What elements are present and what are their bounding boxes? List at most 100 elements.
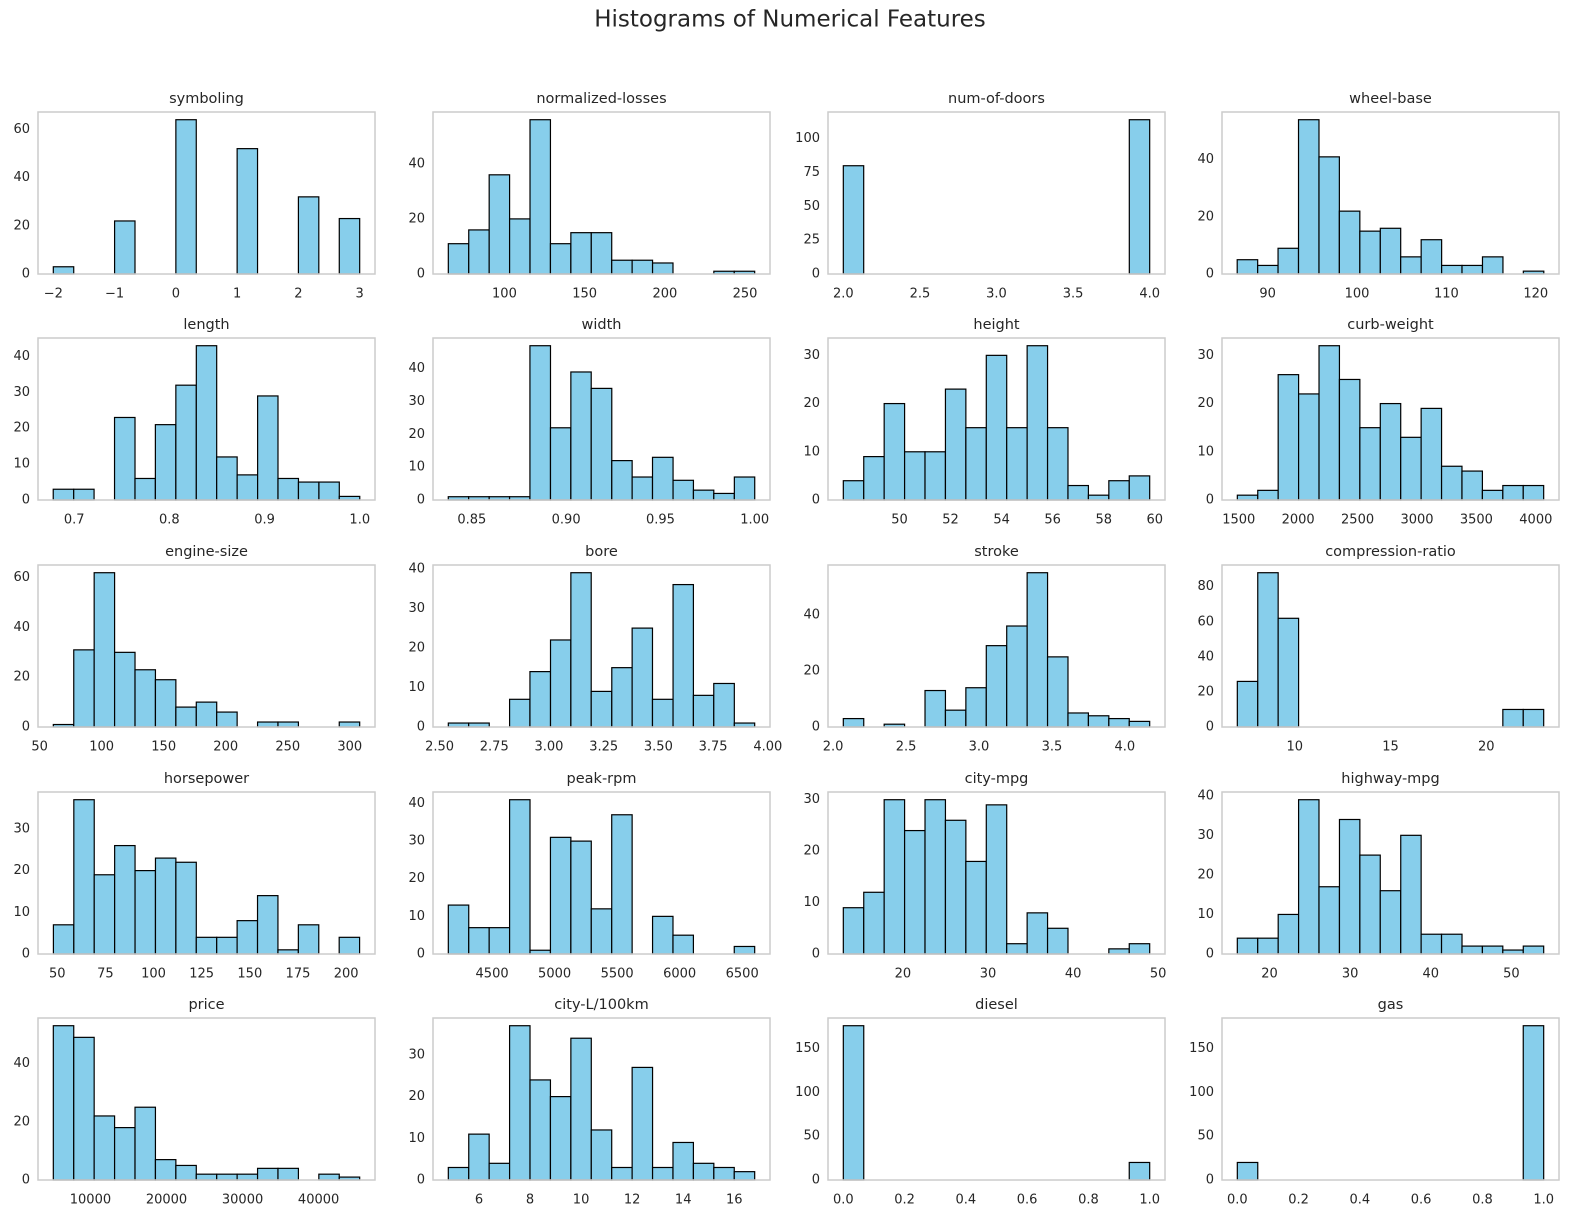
axes-frame — [37, 337, 376, 501]
bar — [1006, 427, 1028, 501]
x-tick-label: 1.00 — [740, 513, 769, 528]
bar — [733, 945, 756, 955]
x-tick-label: 0.0 — [833, 1193, 854, 1208]
bar — [1522, 708, 1545, 728]
bar — [570, 1037, 592, 1181]
x-tick-label: 2 — [294, 287, 302, 302]
bar — [236, 474, 259, 501]
x-tick-label: 3 — [356, 287, 364, 302]
y-tick-label: 50 — [803, 199, 820, 214]
subplot-title: wheel-base — [1349, 91, 1432, 107]
y-tick-label: 20 — [408, 211, 425, 226]
x-tick-label: 250 — [275, 740, 300, 755]
bar — [195, 1173, 218, 1181]
x-tick-label: 30 — [1342, 967, 1359, 982]
y-tick-label: 20 — [13, 1114, 30, 1129]
bar — [1461, 264, 1484, 275]
x-tick-label: 52 — [942, 513, 959, 528]
y-tick-label: 10 — [408, 1131, 425, 1146]
x-tick-label: 2.0 — [833, 287, 854, 302]
bar — [175, 861, 197, 955]
bar — [134, 870, 157, 955]
bar — [216, 936, 238, 955]
bar — [611, 460, 633, 501]
x-tick-label: 200 — [334, 967, 359, 982]
x-tick-label: 30000 — [222, 1193, 263, 1208]
bar — [236, 920, 259, 955]
bar — [590, 232, 613, 275]
bar — [175, 706, 197, 728]
x-tick-label: 56 — [1044, 513, 1061, 528]
bar — [338, 217, 361, 275]
subplot: length 0.7 0.8 0.9 1.0 0 10 20 30 40 — [13, 317, 376, 528]
bar — [1046, 427, 1069, 501]
y-tick-label: 30 — [408, 1047, 425, 1062]
subplot: num-of-doors 2.0 2.5 3.0 3.5 4.0 0 25 50 75 100 — [795, 91, 1166, 302]
bar — [93, 1115, 116, 1181]
x-tick-label: 2.5 — [910, 287, 931, 302]
bar — [195, 701, 218, 728]
x-tick-label: 3.75 — [699, 740, 728, 755]
bar — [113, 1127, 136, 1181]
bar — [1046, 927, 1069, 955]
bar — [1420, 933, 1443, 955]
y-tick-label: 20 — [1197, 867, 1214, 882]
x-tick-label: 3000 — [1400, 513, 1433, 528]
axes-frame — [37, 1017, 376, 1181]
x-tick-label: 0.9 — [254, 513, 275, 528]
bar — [1236, 259, 1259, 275]
y-tick-label: 10 — [13, 457, 30, 472]
y-tick-label: 30 — [803, 348, 820, 363]
bar — [631, 1066, 654, 1181]
bar — [134, 477, 156, 501]
y-tick-label: 75 — [803, 165, 820, 180]
x-tick-label: 40 — [1423, 967, 1440, 982]
axes-frame — [432, 1017, 771, 1181]
x-tick-label: 175 — [286, 967, 311, 982]
bar — [842, 907, 865, 955]
x-tick-label: 3.0 — [986, 287, 1007, 302]
x-tick-label: −1 — [105, 287, 124, 302]
bar — [863, 456, 885, 501]
x-tick-label: 50 — [49, 967, 66, 982]
y-tick-label: 10 — [803, 895, 820, 910]
bar — [1338, 818, 1361, 955]
bar — [1236, 1161, 1259, 1181]
bar — [590, 690, 613, 728]
x-tick-label: 1.0 — [1533, 1193, 1554, 1208]
bar — [256, 895, 279, 955]
x-tick-label: 1500 — [1222, 513, 1255, 528]
y-tick-label: 30 — [408, 834, 425, 849]
x-tick-label: 2500 — [1341, 513, 1374, 528]
x-tick-label: 20 — [895, 967, 912, 982]
x-tick-label: 2.50 — [425, 740, 454, 755]
bar — [447, 1166, 470, 1181]
y-tick-label: 0 — [417, 1173, 425, 1188]
bar — [529, 119, 552, 275]
x-tick-label: 40000 — [298, 1193, 339, 1208]
x-tick-label: 10 — [1286, 740, 1303, 755]
subplot-title: num-of-doors — [948, 91, 1045, 107]
bar — [195, 936, 218, 955]
bar — [611, 814, 633, 955]
bar — [1379, 402, 1402, 501]
bar — [924, 689, 947, 728]
bar — [1277, 374, 1300, 501]
x-tick-label: 90 — [1259, 287, 1276, 302]
x-tick-label: 0.2 — [1288, 1193, 1309, 1208]
bar — [1128, 720, 1151, 728]
bar — [1128, 119, 1151, 275]
bar — [114, 844, 136, 955]
x-tick-label: 3500 — [1460, 513, 1493, 528]
bar — [1522, 945, 1545, 955]
x-tick-label: 300 — [337, 740, 362, 755]
bar — [944, 819, 967, 955]
bar — [297, 481, 320, 501]
bar — [1297, 799, 1320, 955]
y-tick-label: 100 — [795, 131, 820, 146]
x-tick-label: 2.75 — [480, 740, 509, 755]
axes-frame — [1221, 1017, 1560, 1181]
bar — [1400, 256, 1422, 275]
y-tick-label: 10 — [803, 444, 820, 459]
bar — [236, 1173, 259, 1181]
